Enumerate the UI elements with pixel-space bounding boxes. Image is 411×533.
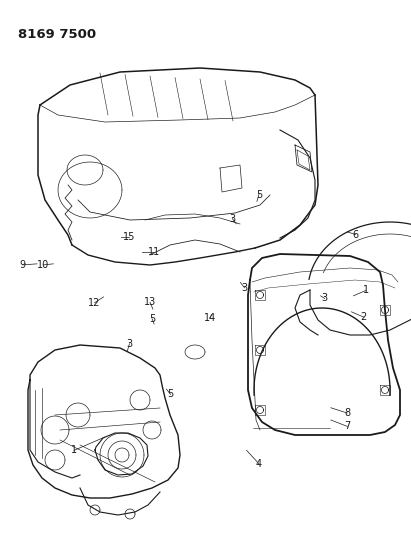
Text: 5: 5 (149, 314, 155, 324)
Text: 1: 1 (71, 446, 77, 455)
Text: 15: 15 (123, 232, 136, 242)
Text: 7: 7 (344, 422, 351, 431)
Text: 12: 12 (88, 298, 101, 308)
Text: 3: 3 (229, 214, 235, 223)
Text: 9: 9 (20, 260, 25, 270)
Text: 3: 3 (242, 283, 247, 293)
Text: 14: 14 (203, 313, 216, 323)
Text: 8169 7500: 8169 7500 (18, 28, 96, 41)
Text: 11: 11 (148, 247, 160, 256)
Text: 1: 1 (363, 286, 369, 295)
Text: 5: 5 (167, 390, 174, 399)
Text: 8: 8 (344, 408, 350, 418)
Text: 6: 6 (353, 230, 358, 239)
Text: 2: 2 (360, 312, 367, 322)
Text: 3: 3 (322, 294, 328, 303)
Text: 13: 13 (144, 297, 156, 307)
Text: 10: 10 (37, 260, 49, 270)
Text: 3: 3 (127, 339, 132, 349)
Text: 4: 4 (256, 459, 262, 469)
Text: 5: 5 (256, 190, 262, 199)
